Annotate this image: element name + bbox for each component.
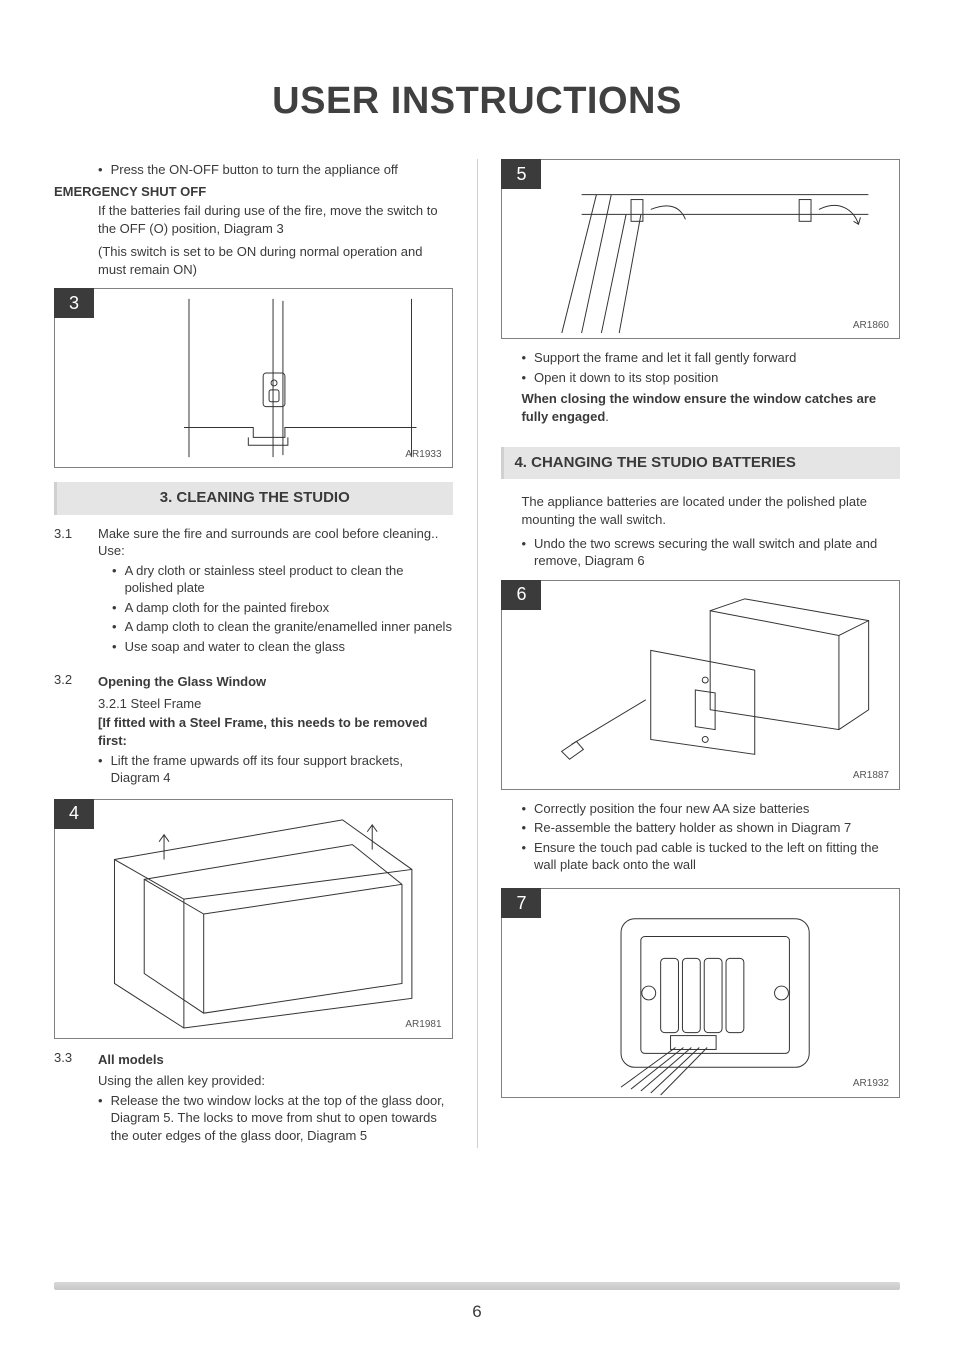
diagram-code: AR1887 bbox=[853, 769, 889, 783]
paragraph: The appliance batteries are located unde… bbox=[521, 493, 900, 528]
page-number: 6 bbox=[0, 1302, 954, 1322]
bullet-item: •Ensure the touch pad cable is tucked to… bbox=[521, 839, 900, 874]
bullet-item: • Lift the frame upwards off its four su… bbox=[98, 752, 453, 787]
diagram-4-illustration bbox=[55, 800, 452, 1038]
page: USER INSTRUCTIONS • Press the ON-OFF but… bbox=[0, 0, 954, 1350]
bullet-item: • Release the two window locks at the to… bbox=[98, 1092, 453, 1145]
diagram-badge: 5 bbox=[501, 159, 541, 189]
bullet-icon: • bbox=[98, 1092, 103, 1145]
bullet-icon: • bbox=[112, 562, 117, 597]
emergency-heading: EMERGENCY SHUT OFF bbox=[54, 183, 453, 201]
subheading: Opening the Glass Window bbox=[98, 673, 453, 691]
after-diagram-6: • Correctly position the four new AA size… bbox=[501, 800, 900, 874]
bullet-item: • Correctly position the four new AA size… bbox=[521, 800, 900, 818]
list-number: 3.1 bbox=[54, 525, 84, 658]
bullet-text: Ensure the touch pad cable is tucked to … bbox=[534, 839, 900, 874]
diagram-badge: 4 bbox=[54, 799, 94, 829]
bullet-icon: • bbox=[521, 349, 526, 367]
diagram-code: AR1981 bbox=[405, 1018, 441, 1032]
bullet-item: • Support the frame and let it fall gentl… bbox=[521, 349, 900, 367]
bullet-icon: • bbox=[112, 638, 117, 656]
paragraph: Make sure the fire and surrounds are coo… bbox=[98, 525, 453, 543]
bullet-icon: • bbox=[112, 618, 117, 636]
paragraph: (This switch is set to be ON during norm… bbox=[98, 243, 453, 278]
bullet-text: Press the ON-OFF button to turn the appl… bbox=[111, 161, 398, 179]
bullet-text: Re-assemble the battery holder as shown … bbox=[534, 819, 851, 837]
bullet-item: • A damp cloth to clean the granite/ename… bbox=[112, 618, 453, 636]
section-3-3: 3.3 All models Using the allen key provi… bbox=[54, 1049, 453, 1147]
closing-note: When closing the window ensure the windo… bbox=[521, 390, 900, 425]
diagram-4: 4 AR1981 bbox=[54, 799, 453, 1039]
left-column: • Press the ON-OFF button to turn the ap… bbox=[54, 159, 453, 1148]
paragraph: If the batteries fail during use of the … bbox=[98, 202, 453, 237]
bullet-text: Correctly position the four new AA size … bbox=[534, 800, 809, 818]
bullet-text: A damp cloth for the painted firebox bbox=[125, 599, 330, 617]
bullet-item: •A dry cloth or stainless steel product … bbox=[112, 562, 453, 597]
diagram-code: AR1860 bbox=[853, 319, 889, 333]
diagram-5-illustration bbox=[502, 160, 899, 338]
diagram-badge: 7 bbox=[501, 888, 541, 918]
section-3-1: 3.1 Make sure the fire and surrounds are… bbox=[54, 525, 453, 658]
bullet-item: • Open it down to its stop position bbox=[521, 369, 900, 387]
closing-note-bold: When closing the window ensure the windo… bbox=[521, 391, 876, 424]
diagram-code: AR1932 bbox=[853, 1077, 889, 1091]
diagram-code: AR1933 bbox=[405, 448, 441, 462]
diagram-7-illustration bbox=[502, 889, 899, 1097]
after-diagram-5: • Support the frame and let it fall gentl… bbox=[501, 349, 900, 425]
paragraph: Use: bbox=[98, 542, 453, 560]
bullet-text: Release the two window locks at the top … bbox=[111, 1092, 453, 1145]
bullet-item: • Use soap and water to clean the glass bbox=[112, 638, 453, 656]
two-column-layout: • Press the ON-OFF button to turn the ap… bbox=[54, 159, 900, 1148]
note-bold: [If fitted with a Steel Frame, this need… bbox=[98, 714, 453, 749]
footer-separator bbox=[54, 1282, 900, 1290]
bullet-item: • Undo the two screws securing the wall … bbox=[521, 535, 900, 570]
diagram-6: 6 bbox=[501, 580, 900, 790]
bullet-icon: • bbox=[521, 800, 526, 818]
bullet-text: Use soap and water to clean the glass bbox=[125, 638, 345, 656]
section-4-heading: 4. CHANGING THE STUDIO BATTERIES bbox=[501, 447, 900, 479]
bullet-list: •A dry cloth or stainless steel product … bbox=[98, 562, 453, 656]
diagram-3: 3 AR1933 bbox=[54, 288, 453, 468]
bullet-text: Lift the frame upwards off its four supp… bbox=[111, 752, 453, 787]
section-3-2: 3.2 Opening the Glass Window 3.2.1 Steel… bbox=[54, 671, 453, 788]
bullet-icon: • bbox=[521, 819, 526, 837]
left-intro: • Press the ON-OFF button to turn the ap… bbox=[54, 161, 453, 179]
closing-note-tail: . bbox=[605, 409, 609, 424]
diagram-5: 5 bbox=[501, 159, 900, 339]
diagram-badge: 6 bbox=[501, 580, 541, 610]
diagram-3-illustration bbox=[55, 289, 452, 467]
section-3-heading: 3. CLEANING THE STUDIO bbox=[54, 482, 453, 514]
bullet-text: A damp cloth to clean the granite/enamel… bbox=[125, 618, 452, 636]
bullet-icon: • bbox=[98, 161, 103, 179]
paragraph: 3.2.1 Steel Frame bbox=[98, 695, 453, 713]
bullet-text: Support the frame and let it fall gently… bbox=[534, 349, 796, 367]
bullet-icon: • bbox=[98, 752, 103, 787]
bullet-icon: • bbox=[521, 535, 526, 570]
bullet-text: A dry cloth or stainless steel product t… bbox=[125, 562, 453, 597]
diagram-badge: 3 bbox=[54, 288, 94, 318]
bullet-item: • Re-assemble the battery holder as shown… bbox=[521, 819, 900, 837]
paragraph: Using the allen key provided: bbox=[98, 1072, 453, 1090]
right-column: 5 bbox=[501, 159, 900, 1148]
column-divider bbox=[477, 159, 478, 1148]
bullet-text: Open it down to its stop position bbox=[534, 369, 718, 387]
bullet-icon: • bbox=[521, 369, 526, 387]
bullet-item: • A damp cloth for the painted firebox bbox=[112, 599, 453, 617]
bullet-text: Undo the two screws securing the wall sw… bbox=[534, 535, 900, 570]
page-title: USER INSTRUCTIONS bbox=[54, 80, 900, 123]
subheading: All models bbox=[98, 1051, 453, 1069]
list-number: 3.3 bbox=[54, 1049, 84, 1147]
section-4-body: The appliance batteries are located unde… bbox=[501, 493, 900, 569]
diagram-6-illustration bbox=[502, 581, 899, 789]
diagram-7: 7 bbox=[501, 888, 900, 1098]
bullet-icon: • bbox=[521, 839, 526, 874]
list-number: 3.2 bbox=[54, 671, 84, 788]
bullet-item: • Press the ON-OFF button to turn the ap… bbox=[98, 161, 453, 179]
bullet-icon: • bbox=[112, 599, 117, 617]
emergency-body: If the batteries fail during use of the … bbox=[54, 202, 453, 278]
